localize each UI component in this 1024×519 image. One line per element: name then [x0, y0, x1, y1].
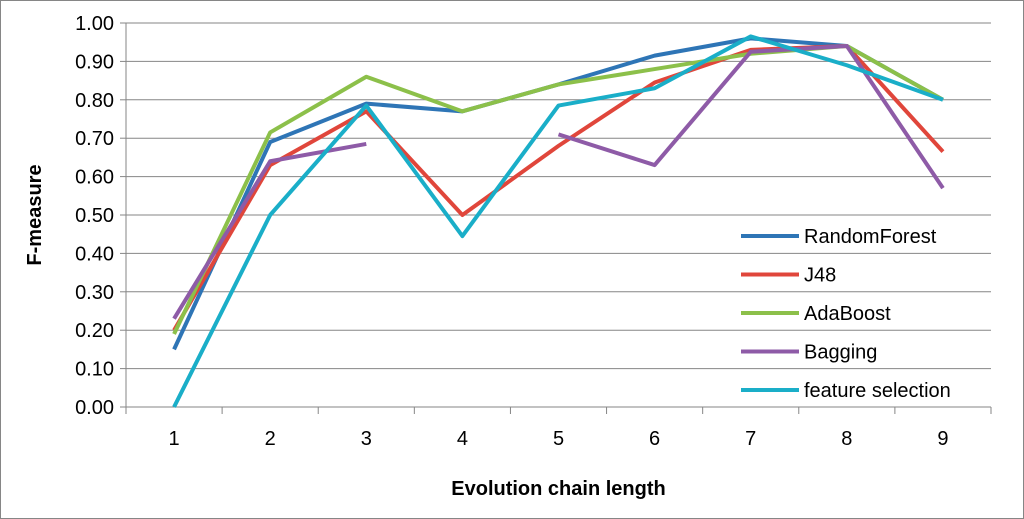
y-tick-label: 0.30 [75, 282, 114, 304]
legend-label: RandomForest [804, 226, 937, 248]
series-adaboost [172, 44, 944, 335]
legend: RandomForest J48 AdaBoost Bagging feature se… [741, 226, 951, 402]
series-feature-selection [172, 34, 944, 408]
legend-item: J48 [741, 265, 836, 287]
y-tick-label: 0.20 [75, 320, 114, 342]
legend-label: J48 [804, 265, 836, 287]
legend-label: Bagging [804, 342, 877, 364]
x-tick-label: 3 [361, 428, 372, 450]
x-tick-label: 9 [937, 428, 948, 450]
y-tick-label: 0.00 [75, 397, 114, 419]
x-tick-label: 5 [553, 428, 564, 450]
legend-label: AdaBoost [804, 303, 891, 325]
y-axis-title: F-measure [24, 164, 46, 265]
x-tick-label: 7 [745, 428, 756, 450]
y-tick-label: 0.40 [75, 243, 114, 265]
series-line [172, 44, 945, 332]
legend-item: Bagging [741, 342, 877, 364]
series-line [172, 44, 944, 335]
y-tick-label: 1.00 [75, 13, 114, 35]
legend-item: RandomForest [741, 226, 937, 248]
series-j48 [172, 44, 945, 332]
y-tick-label: 0.60 [75, 167, 114, 189]
x-tick-label: 8 [841, 428, 852, 450]
x-tick-label: 1 [168, 428, 179, 450]
x-tick-label: 4 [457, 428, 468, 450]
series-line [172, 141, 367, 320]
gridlines [126, 22, 991, 370]
legend-item: AdaBoost [741, 303, 891, 325]
y-tick-label: 0.10 [75, 359, 114, 381]
y-tick-label: 0.50 [75, 205, 114, 227]
x-axis-title: Evolution chain length [451, 478, 665, 500]
series-line [172, 34, 944, 408]
legend-item: feature selection [741, 380, 951, 402]
y-tick-label: 0.70 [75, 128, 114, 150]
y-tick-label: 0.90 [75, 51, 114, 73]
legend-label: feature selection [804, 380, 951, 402]
x-tick-label: 2 [265, 428, 276, 450]
axes: 0.00 0.10 0.20 0.30 0.40 0.50 0.60 0.70 0.80 0.90… [75, 13, 992, 450]
series-bagging [172, 44, 945, 320]
x-tick-label: 6 [649, 428, 660, 450]
series-line [557, 44, 945, 190]
series-lines [172, 34, 945, 408]
y-tick-label: 0.80 [75, 90, 114, 112]
